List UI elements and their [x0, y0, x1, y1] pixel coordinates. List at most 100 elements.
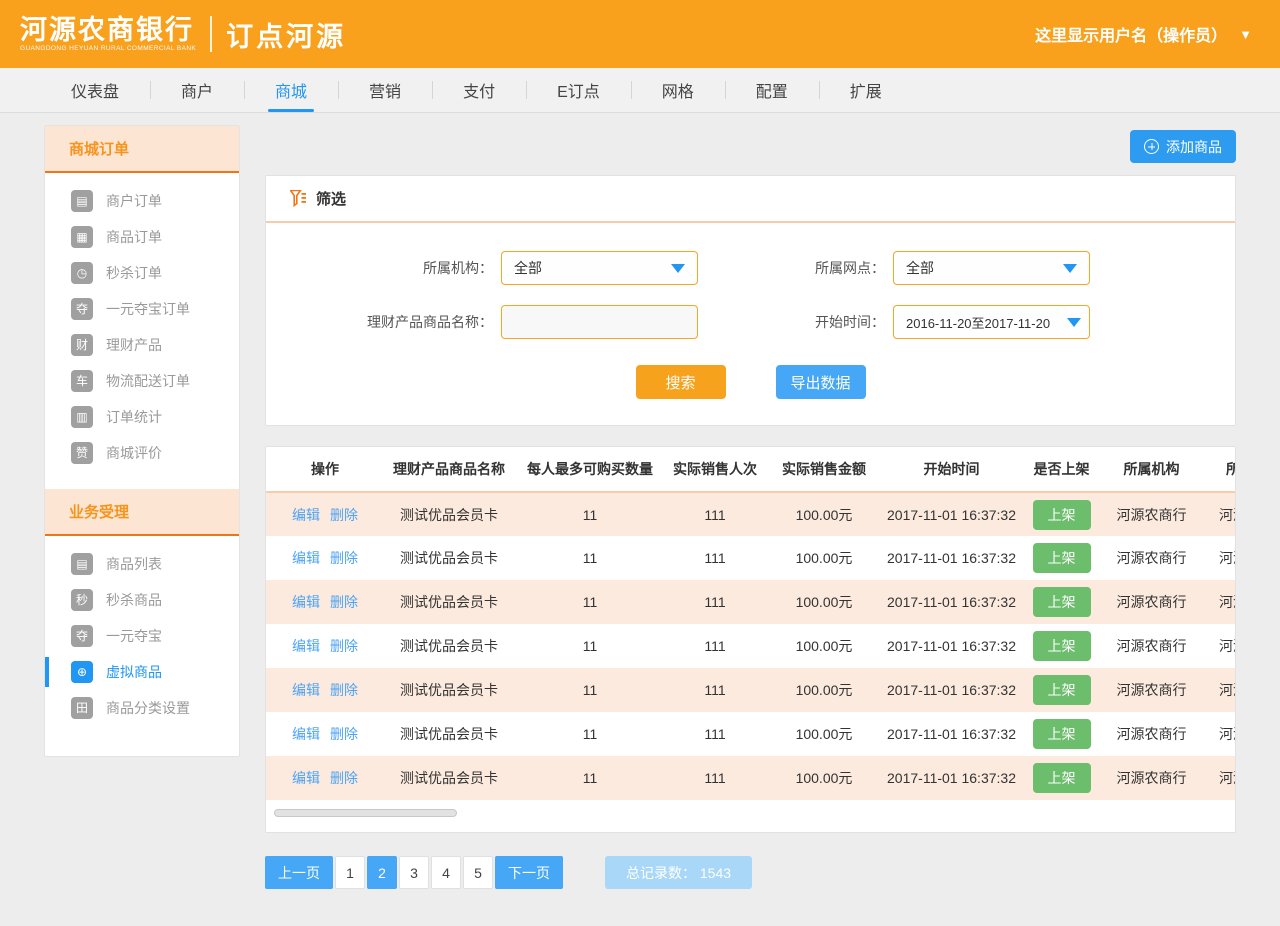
cell-max_buy: 11 [582, 550, 598, 566]
cell-branch: 河源农商行 [1219, 550, 1235, 566]
page-button-4[interactable]: 4 [431, 856, 461, 889]
cell-sales_amount: 100.00元 [795, 638, 853, 654]
search-button[interactable]: 搜索 [635, 365, 726, 399]
sidebar-item[interactable]: 秒秒杀商品 [45, 582, 239, 618]
next-page-button[interactable]: 下一页 [495, 856, 563, 889]
cell-sales_amount: 100.00元 [795, 770, 853, 786]
shelf-status-badge[interactable]: 上架 [1032, 631, 1091, 661]
sidebar-item[interactable]: 赞商城评价 [45, 435, 239, 471]
main-nav: 仪表盘 商户 商城 营销 支付 E订点 网格 配置 扩展 [0, 68, 1280, 113]
cell-sales_count: 111 [704, 770, 726, 786]
page-button-3[interactable]: 3 [399, 856, 429, 889]
cell-sales_amount: 100.00元 [795, 550, 853, 566]
sidebar: 商城订单 ▤ 商户订单 ▦ 商品订单 ◷ 秒杀订单夺一元夺宝订单财理财产品车物流配送订单 ▥ 订… [44, 125, 240, 757]
edit-link[interactable]: 编辑 [292, 770, 320, 786]
start-time-label: 开始时间： [815, 314, 885, 330]
sidebar-item[interactable]: 夺一元夺宝 [45, 618, 239, 654]
sidebar-item[interactable]: ▤ 商品列表 [45, 546, 239, 582]
user-menu[interactable]: 这里显示用户名（操作员） ▼ [1035, 22, 1252, 46]
cell-branch: 河源农商行 [1219, 594, 1235, 610]
sidebar-item-label: 物流配送订单 [106, 373, 190, 389]
prev-page-button[interactable]: 上一页 [265, 856, 333, 889]
shelf-status-badge[interactable]: 上架 [1032, 499, 1091, 530]
sidebar-item[interactable]: ▦ 商品订单 [45, 219, 239, 255]
table-header-cell: 每人最多可购买数量 [514, 447, 666, 493]
nav-tab-8[interactable]: 配置 [725, 68, 819, 112]
sidebar-item[interactable]: ▥ 订单统计 [45, 399, 239, 435]
shelf-status-badge[interactable]: 上架 [1032, 763, 1091, 793]
cell-product_name: 测试优品会员卡 [400, 550, 498, 566]
page-button-2[interactable]: 2 [367, 856, 397, 889]
sidebar-item[interactable]: 财理财产品 [45, 327, 239, 363]
page-button-5[interactable]: 5 [463, 856, 493, 889]
nav-tab-2[interactable]: 商户 [150, 68, 244, 112]
product-name-input[interactable] [501, 305, 698, 339]
sidebar-item[interactable]: ◷ 秒杀订单 [45, 255, 239, 291]
shelf-status-badge[interactable]: 上架 [1032, 543, 1091, 573]
cell-sales_amount: 100.00元 [795, 726, 853, 742]
sidebar-section-title: 业务受理 [45, 489, 239, 536]
shelf-status-badge[interactable]: 上架 [1032, 719, 1091, 749]
edit-link[interactable]: 编辑 [292, 506, 320, 523]
dropdown-arrow-icon [671, 263, 685, 273]
edit-link[interactable]: 编辑 [292, 550, 320, 566]
shelf-status-badge[interactable]: 上架 [1032, 587, 1091, 617]
scrollbar-thumb[interactable] [274, 809, 457, 817]
org-select[interactable]: 全部 [501, 251, 698, 285]
sidebar-item[interactable]: ⊕ 虚拟商品 [45, 654, 239, 690]
nav-tab-1[interactable]: 仪表盘 [71, 84, 120, 101]
cell-org: 河源农商行 [1116, 682, 1187, 698]
export-data-button[interactable]: 导出数据 [775, 365, 866, 399]
delete-link[interactable]: 删除 [330, 770, 358, 786]
cell-start_time: 2017-11-01 16:37:32 [887, 682, 1016, 698]
cell-org: 河源农商行 [1116, 594, 1187, 610]
seckill-order-icon: ◷ [71, 262, 93, 284]
page-button-1[interactable]: 1 [335, 856, 365, 889]
nav-tab-9[interactable]: 扩展 [819, 68, 913, 112]
sidebar-item[interactable]: 夺一元夺宝订单 [45, 291, 239, 327]
products-table: 操作 理财产品商品名称 每人最多可购买数量 实际销售人次 实际销售金额 开始时间 是否上架所… [266, 447, 1235, 800]
date-range-select[interactable]: 2016-11-20至2017-11-20 [893, 305, 1090, 339]
nav-tab-6[interactable]: E订点 [526, 68, 631, 112]
sidebar-item-label: 理财产品 [106, 337, 162, 353]
sidebar-item[interactable]: ▤ 商户订单 [45, 183, 239, 219]
cell-start_time: 2017-11-01 16:37:32 [887, 638, 1016, 654]
edit-link[interactable]: 编辑 [292, 726, 320, 742]
cell-start_time: 2017-11-01 16:37:32 [887, 594, 1016, 610]
cell-branch: 河源农商行 [1219, 506, 1235, 523]
table-header-cell: 所属机构 [1104, 447, 1199, 493]
delete-link[interactable]: 删除 [330, 506, 358, 523]
edit-link[interactable]: 编辑 [292, 638, 320, 654]
table-row: 编辑 删除 测试优品会员卡 11 111 100.00元 2017-11-01 16:37:… [266, 668, 1235, 712]
branch-select[interactable]: 全部 [893, 251, 1090, 285]
delete-link[interactable]: 删除 [330, 594, 358, 610]
delete-link[interactable]: 删除 [330, 638, 358, 654]
virtual-product-icon: ⊕ [71, 661, 93, 683]
nav-tab-3[interactable]: 商城 [244, 68, 338, 112]
nav-tab-4[interactable]: 营销 [338, 68, 432, 112]
sidebar-section-title: 商城订单 [45, 126, 239, 173]
cell-sales_amount: 100.00元 [795, 594, 853, 610]
sidebar-item[interactable]: 车物流配送订单 [45, 363, 239, 399]
cell-org: 河源农商行 [1116, 770, 1187, 786]
add-product-button[interactable]: 添加商品 [1130, 130, 1236, 163]
delete-link[interactable]: 删除 [330, 726, 358, 742]
cell-branch: 河源农商行 [1219, 682, 1235, 698]
cell-sales_amount: 100.00元 [795, 506, 853, 523]
sidebar-item[interactable]: 田商品分类设置 [45, 690, 239, 726]
cell-product_name: 测试优品会员卡 [400, 506, 498, 523]
nav-tab-7[interactable]: 网格 [631, 68, 725, 112]
edit-link[interactable]: 编辑 [292, 594, 320, 610]
shelf-status-badge[interactable]: 上架 [1032, 675, 1091, 705]
table-header-cell: 操作 [266, 447, 384, 493]
sidebar-item-label: 商品分类设置 [106, 700, 190, 716]
cell-sales_count: 111 [704, 638, 726, 654]
table-row: 编辑 删除 测试优品会员卡 11 111 100.00元 2017-11-01 16:37:… [266, 756, 1235, 800]
delete-link[interactable]: 删除 [330, 682, 358, 698]
cell-product_name: 测试优品会员卡 [400, 726, 498, 742]
one-yuan-order-icon: 夺 [71, 298, 93, 320]
delete-link[interactable]: 删除 [330, 550, 358, 566]
nav-tab-5[interactable]: 支付 [432, 68, 526, 112]
pagination: 上一页 1 2 3 4 5 下一页 总记录数： 1543 [265, 856, 1236, 889]
edit-link[interactable]: 编辑 [292, 682, 320, 698]
